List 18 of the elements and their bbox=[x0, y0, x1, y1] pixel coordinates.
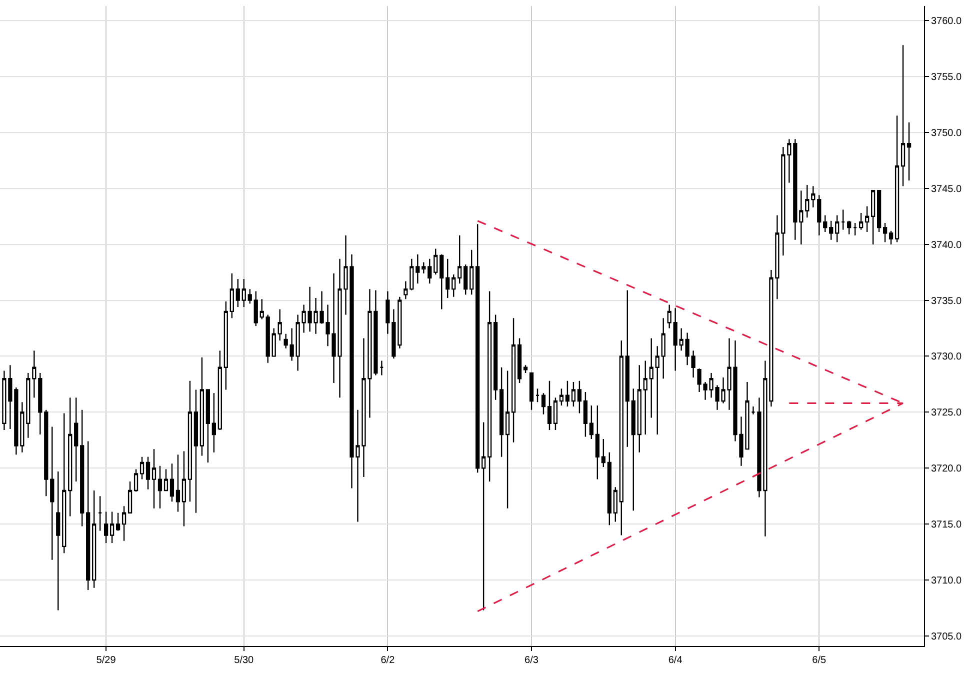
y-tick-label: 3745.0 bbox=[931, 184, 962, 195]
y-tick-label: 3725.0 bbox=[931, 408, 962, 419]
y-tick-label: 3750.0 bbox=[931, 128, 962, 139]
x-tick-label: 5/30 bbox=[234, 655, 254, 666]
y-tick-label: 3715.0 bbox=[931, 520, 962, 531]
x-tick-label: 5/29 bbox=[96, 655, 116, 666]
x-tick-label: 6/2 bbox=[380, 655, 396, 666]
x-tick-label: 6/5 bbox=[812, 655, 827, 666]
y-tick-label: 3710.0 bbox=[931, 575, 962, 586]
y-tick-label: 3755.0 bbox=[931, 72, 962, 83]
x-tick-label: 6/4 bbox=[668, 655, 683, 666]
y-tick-label: 3720.0 bbox=[931, 464, 962, 475]
y-tick-label: 3730.0 bbox=[931, 352, 962, 363]
y-tick-label: 3740.0 bbox=[931, 240, 962, 251]
y-tick-label: 3760.0 bbox=[931, 16, 962, 28]
y-tick-label: 3705.0 bbox=[931, 631, 962, 642]
y-tick-label: 3735.0 bbox=[931, 296, 962, 307]
x-tick-label: 6/3 bbox=[524, 655, 539, 666]
